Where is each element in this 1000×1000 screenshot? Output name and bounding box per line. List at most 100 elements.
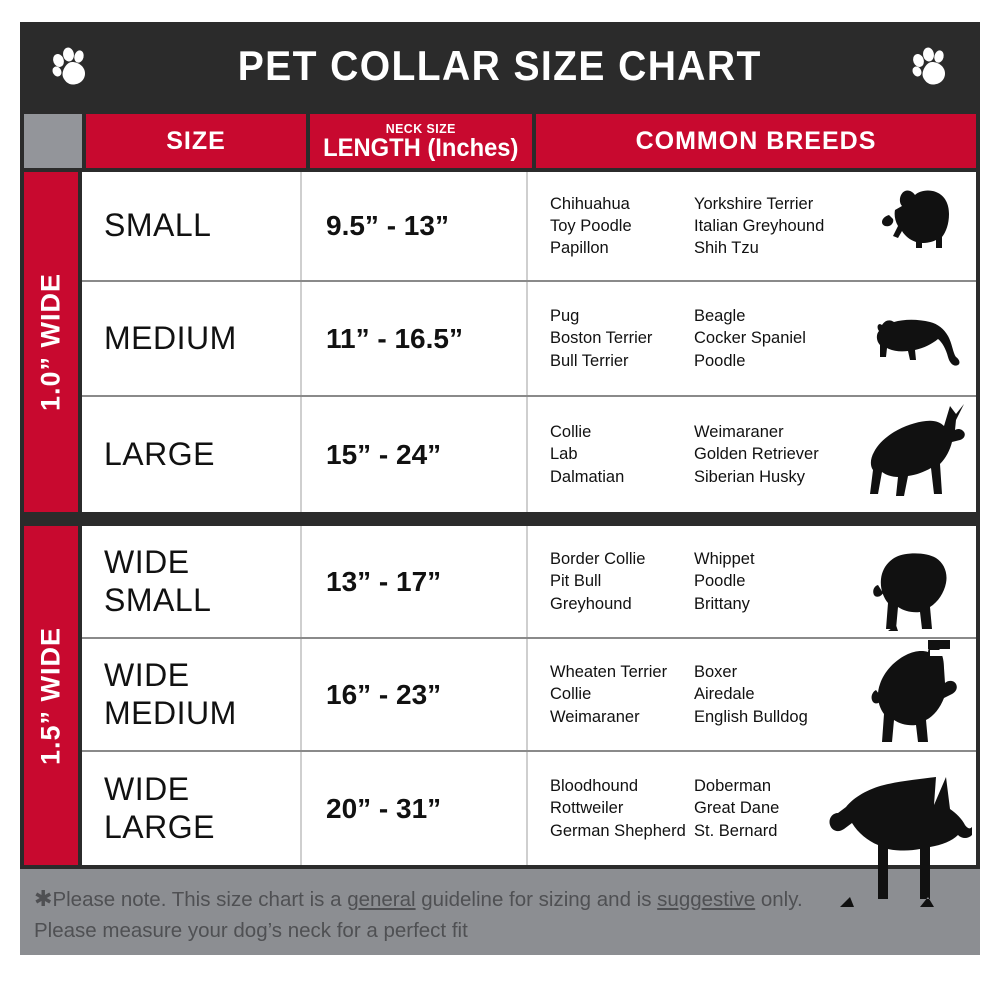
- column-header-common-breeds: COMMON BREEDS: [536, 114, 976, 168]
- footer-text-a: Please note. This size chart is a: [52, 888, 348, 911]
- pomeranian-silhouette-icon: [876, 182, 954, 254]
- cell-size: LARGE: [82, 397, 302, 512]
- breed-item: Poodle: [694, 351, 746, 370]
- breed-item: Bloodhound: [550, 777, 639, 796]
- cell-length: 13” - 17”: [302, 526, 528, 637]
- breed-item: Brittany: [694, 594, 750, 613]
- table-row[interactable]: WIDE MEDIUM 16” - 23” Wheaten Terrier Co…: [82, 639, 976, 752]
- cell-size-line: LARGE: [104, 808, 215, 845]
- column-header-neck-size: NECK SIZE: [385, 120, 457, 136]
- cell-length: 15” - 24”: [302, 397, 528, 512]
- section-1-5-wide: 1.5” WIDE WIDE SMALL 13” - 17” Bord: [20, 522, 980, 869]
- cell-breeds: Wheaten Terrier Collie Weimaraner Boxer …: [528, 639, 976, 750]
- breed-item: Lab: [550, 445, 578, 464]
- breed-item: Collie: [550, 685, 592, 704]
- table-row[interactable]: WIDE SMALL 13” - 17” Border Collie Pit B…: [82, 526, 976, 639]
- breed-item: Greyhound: [550, 594, 632, 613]
- footer-emphasis-suggestive: suggestive: [657, 888, 756, 911]
- section-label-text: 1.0” WIDE: [35, 272, 66, 412]
- cell-breeds: Bloodhound Rottweiler German Shepherd Do…: [528, 752, 976, 865]
- breed-item: Golden Retriever: [694, 445, 819, 464]
- section-rows: WIDE SMALL 13” - 17” Border Collie Pit B…: [82, 526, 976, 865]
- table-row[interactable]: MEDIUM 11” - 16.5” Pug Boston Terrier Bu…: [82, 282, 976, 397]
- cell-length: 11” - 16.5”: [302, 282, 528, 395]
- breed-item: Dalmatian: [550, 467, 625, 486]
- breed-item: Pug: [550, 307, 580, 326]
- table-row[interactable]: WIDE LARGE 20” - 31” Bloodhound Rottweil…: [82, 752, 976, 865]
- section-label-text: 1.5” WIDE: [35, 626, 66, 765]
- breed-item: Cocker Spaniel: [694, 329, 806, 348]
- table-row[interactable]: SMALL 9.5” - 13” Chihuahua Toy Poodle Pa…: [82, 172, 976, 282]
- cell-size-line: WIDE: [104, 770, 190, 807]
- breed-item: Pit Bull: [550, 572, 602, 591]
- cell-breeds: Pug Boston Terrier Bull Terrier Beagle C…: [528, 282, 976, 395]
- beagle-silhouette-icon: [868, 305, 968, 371]
- breed-item: Toy Poodle: [550, 216, 632, 235]
- breed-item: Yorkshire Terrier: [694, 194, 814, 213]
- asterisk-icon: ✱: [34, 886, 53, 911]
- cell-breeds: Collie Lab Dalmatian Weimaraner Golden R…: [528, 397, 976, 512]
- footer-note: ✱Please note. This size chart is a gener…: [20, 869, 980, 955]
- breed-item: St. Bernard: [694, 821, 778, 840]
- breed-list-secondary: Doberman Great Dane St. Bernard: [694, 775, 844, 841]
- cell-size-line: MEDIUM: [104, 694, 237, 731]
- breed-list-primary: Collie Lab Dalmatian: [550, 421, 694, 487]
- breed-item: German Shepherd: [550, 821, 686, 840]
- page-title: PET COLLAR SIZE CHART: [237, 42, 763, 89]
- breed-list-secondary: Beagle Cocker Spaniel Poodle: [694, 305, 844, 371]
- breed-item: Boxer: [694, 663, 738, 682]
- column-header-length: NECK SIZE LENGTH (Inches): [310, 114, 532, 168]
- breed-list-primary: Bloodhound Rottweiler German Shepherd: [550, 775, 694, 841]
- breed-item: Border Collie: [550, 550, 646, 569]
- footer-text-c: only.: [755, 888, 803, 911]
- table-row[interactable]: LARGE 15” - 24” Collie Lab Dalmatian Wei…: [82, 397, 976, 512]
- breed-item: Papillon: [550, 239, 609, 258]
- breed-item: Weimaraner: [550, 707, 640, 726]
- pet-collar-size-chart: PET COLLAR SIZE CHART SIZE NECK SIZE LEN…: [20, 22, 980, 978]
- cell-length: 20” - 31”: [302, 752, 528, 865]
- breed-item: Wheaten Terrier: [550, 663, 668, 682]
- breed-list-secondary: Whippet Poodle Brittany: [694, 548, 844, 614]
- section-label-1-5-wide: 1.5” WIDE: [24, 526, 78, 865]
- section-rows: SMALL 9.5” - 13” Chihuahua Toy Poodle Pa…: [82, 172, 976, 512]
- cell-size: WIDE LARGE: [82, 752, 302, 865]
- cell-size: WIDE MEDIUM: [82, 639, 302, 750]
- cell-size-line: WIDE: [104, 656, 190, 693]
- shepherd-silhouette-icon: [864, 400, 972, 506]
- cell-size: WIDE SMALL: [82, 526, 302, 637]
- breed-list-primary: Chihuahua Toy Poodle Papillon: [550, 193, 694, 259]
- cell-size-line: SMALL: [104, 581, 212, 618]
- column-header-length-main: LENGTH (Inches): [323, 133, 519, 162]
- section-1-0-wide: 1.0” WIDE SMALL 9.5” - 13” Chihuahua Toy…: [20, 168, 980, 512]
- paw-print-icon: [48, 44, 92, 88]
- breed-item: Whippet: [694, 550, 755, 569]
- cell-length: 9.5” - 13”: [302, 172, 528, 280]
- breed-list-primary: Border Collie Pit Bull Greyhound: [550, 548, 694, 614]
- footer-line-2: Please measure your dog’s neck for a per…: [34, 918, 468, 942]
- breed-item: Poodle: [694, 572, 746, 591]
- cell-breeds: Border Collie Pit Bull Greyhound Whippet…: [528, 526, 976, 637]
- cell-size-line: WIDE: [104, 543, 190, 580]
- footer-text-b: guideline for sizing and is: [415, 888, 658, 911]
- breed-list-secondary: Boxer Airedale English Bulldog: [694, 661, 844, 727]
- cell-size: SMALL: [82, 172, 302, 280]
- cell-length: 16” - 23”: [302, 639, 528, 750]
- cell-breeds: Chihuahua Toy Poodle Papillon Yorkshire …: [528, 172, 976, 280]
- bulldog-silhouette-icon: [870, 541, 960, 635]
- breed-item: Beagle: [694, 307, 746, 326]
- breed-item: Doberman: [694, 777, 772, 796]
- paw-print-icon: [908, 44, 952, 88]
- section-divider: [20, 512, 980, 522]
- breed-item: Boston Terrier: [550, 329, 653, 348]
- boxer-silhouette-icon: [870, 638, 968, 750]
- cell-size: MEDIUM: [82, 282, 302, 395]
- table-column-headers: SIZE NECK SIZE LENGTH (Inches) COMMON BR…: [20, 110, 980, 168]
- breed-item: Siberian Husky: [694, 467, 805, 486]
- breed-item: Chihuahua: [550, 194, 630, 213]
- column-header-size: SIZE: [86, 114, 306, 168]
- footer-emphasis-general: general: [347, 888, 416, 911]
- breed-item: Bull Terrier: [550, 351, 629, 370]
- breed-list-secondary: Weimaraner Golden Retriever Siberian Hus…: [694, 421, 844, 487]
- breed-item: Great Dane: [694, 799, 780, 818]
- breed-item: Collie: [550, 423, 592, 442]
